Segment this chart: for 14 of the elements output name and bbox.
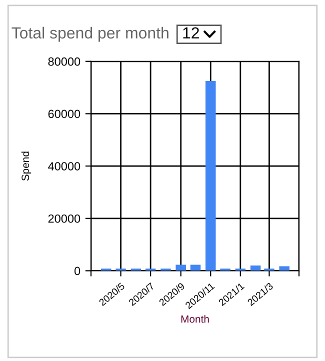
x-axis-title: Month bbox=[181, 315, 209, 323]
chart-title: Total spend per month bbox=[12, 26, 168, 42]
bar bbox=[206, 81, 216, 271]
y-tick-label: 20000 bbox=[48, 214, 80, 223]
y-tick-label: 40000 bbox=[48, 162, 80, 170]
text: 12 bbox=[183, 27, 199, 38]
y-axis-title: Spend bbox=[21, 152, 32, 181]
y-tick-label: 80000 bbox=[48, 57, 80, 66]
bar bbox=[176, 264, 186, 271]
bar bbox=[250, 266, 261, 271]
bar bbox=[279, 266, 290, 271]
bar bbox=[190, 264, 201, 271]
y-tick-label: 0 bbox=[74, 266, 80, 276]
y-tick-label: 60000 bbox=[48, 110, 80, 118]
